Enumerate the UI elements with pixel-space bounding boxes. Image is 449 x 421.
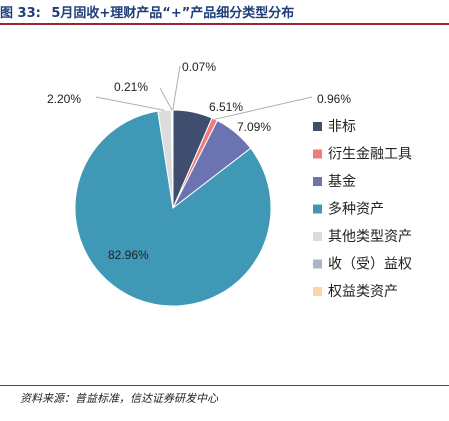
legend-swatch-0 [313, 122, 322, 131]
pie-chart: 6.51% 0.96% 7.09% 82.96% 2.20% 0.21% 0.07% 非标衍… [47, 60, 412, 307]
figure-title: 图 33: 5月固收+理财产品“+”产品细分类型分布 [0, 2, 449, 22]
leader-line-4 [95, 96, 165, 111]
legend-label-3: 多种资产 [328, 201, 384, 218]
top-rule [0, 23, 449, 25]
figure-number: 图 33: [0, 6, 41, 21]
pie-slices [74, 109, 272, 307]
leader-line-5 [159, 87, 173, 111]
legend-label-2: 基金 [328, 173, 356, 190]
legend-label-0: 非标 [328, 119, 356, 135]
source-note: 资料来源：普益标准，信达证券研发中心 [20, 392, 218, 405]
leader-lines [95, 65, 313, 120]
legend-label-4: 其他类型资产 [328, 229, 412, 245]
data-label-1: 0.96% [317, 92, 351, 106]
legend-swatch-5 [313, 259, 322, 269]
legend-swatch-1 [313, 149, 322, 159]
leader-line-6 [172, 65, 181, 111]
data-label-2: 7.09% [237, 120, 271, 134]
legend-label-1: 衍生金融工具 [328, 147, 412, 163]
legend-label-6: 权益类资产 [328, 284, 398, 300]
figure-title-text: 5月固收+理财产品“+”产品细分类型分布 [51, 6, 295, 21]
legend-swatch-6 [313, 287, 322, 296]
legend-swatch-3 [313, 204, 322, 214]
pie-slice-3 [74, 110, 272, 307]
data-label-3: 82.96% [108, 248, 149, 262]
bottom-rule [0, 385, 449, 386]
leader-line-1 [214, 96, 313, 120]
data-label-6: 0.07% [182, 60, 216, 74]
data-label-4: 2.20% [47, 92, 81, 106]
legend-swatch-2 [313, 177, 322, 186]
data-label-0: 6.51% [209, 100, 243, 114]
legend-swatch-4 [313, 232, 322, 241]
data-labels: 6.51% 0.96% 7.09% 82.96% 2.20% 0.21% 0.07% [47, 60, 351, 262]
legend-label-5: 收（受）益权 [328, 257, 412, 273]
data-label-5: 0.21% [114, 80, 148, 94]
